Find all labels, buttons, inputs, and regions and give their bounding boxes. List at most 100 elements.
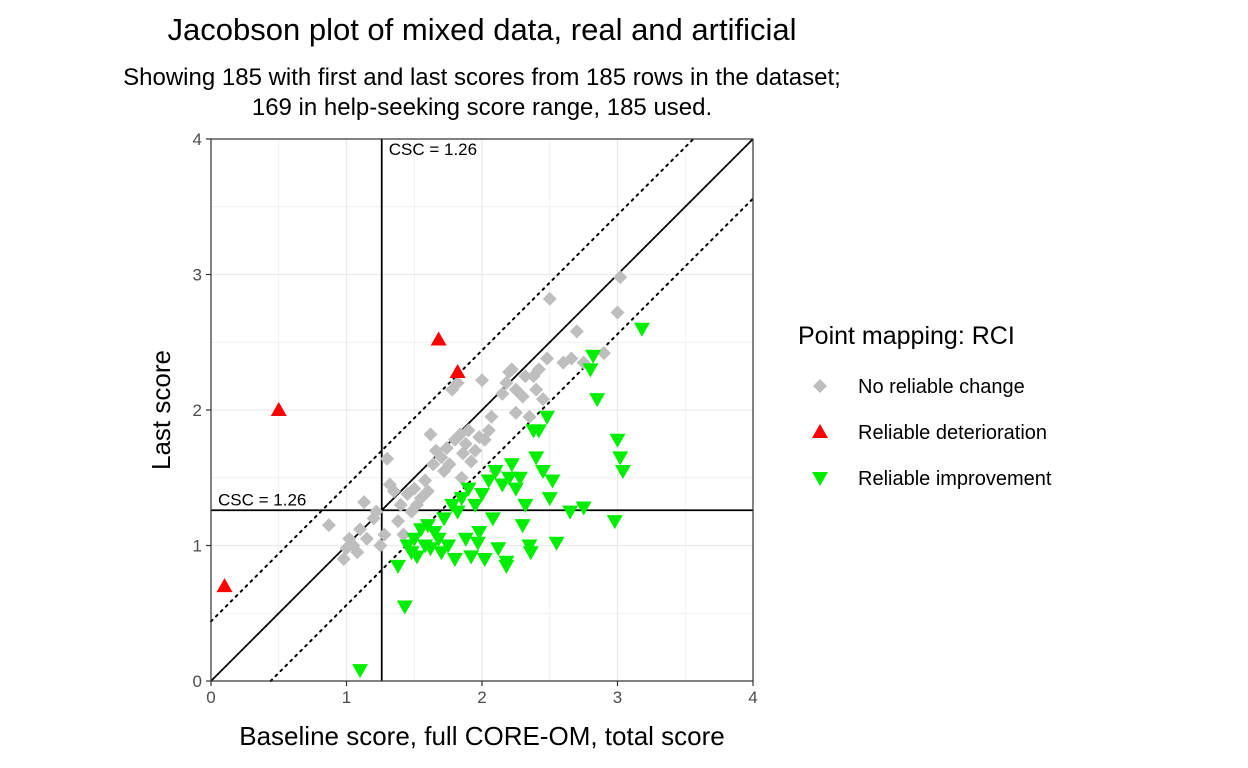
- plot-panel: [210, 138, 754, 682]
- legend-key-no-reliable-change: [813, 379, 827, 393]
- point-reliable-improvement: [422, 542, 439, 557]
- chart-subtitle-line-2: 169 in help-seeking score range, 185 use…: [252, 94, 712, 121]
- point-reliable-improvement: [534, 464, 551, 479]
- point-reliable-improvement: [463, 550, 480, 565]
- point-no-reliable-change: [508, 405, 523, 420]
- point-no-reliable-change: [386, 484, 401, 499]
- point-no-reliable-change: [396, 527, 411, 542]
- y-axis-title: Last score: [146, 350, 176, 470]
- point-reliable-improvement: [484, 512, 501, 527]
- point-reliable-improvement: [548, 536, 565, 551]
- point-reliable-improvement: [501, 471, 518, 486]
- point-no-reliable-change: [434, 450, 449, 465]
- y-tick-label: 3: [193, 266, 202, 285]
- legend-title: Point mapping: RCI: [798, 322, 1015, 350]
- point-no-reliable-change: [542, 291, 557, 306]
- chart-title: Jacobson plot of mixed data, real and ar…: [168, 12, 797, 47]
- csc-label-vertical: CSC = 1.26: [389, 140, 477, 159]
- point-reliable-improvement: [528, 451, 545, 466]
- point-reliable-improvement: [487, 464, 504, 479]
- y-tick-label: 4: [193, 130, 202, 149]
- point-no-reliable-change: [336, 552, 351, 567]
- point-reliable-improvement: [589, 393, 606, 408]
- x-axis-title: Baseline score, full CORE-OM, total scor…: [239, 721, 725, 751]
- point-reliable-improvement: [476, 553, 493, 568]
- point-no-reliable-change: [481, 423, 496, 438]
- point-reliable-improvement: [507, 482, 524, 497]
- point-reliable-improvement: [606, 515, 623, 530]
- point-no-reliable-change: [569, 324, 584, 339]
- point-no-reliable-change: [393, 497, 408, 512]
- legend-label-reliable-improvement: Reliable improvement: [858, 468, 1052, 490]
- point-no-reliable-change: [475, 373, 489, 388]
- point-no-reliable-change: [515, 389, 530, 404]
- point-no-reliable-change: [369, 504, 384, 519]
- point-reliable-improvement: [453, 492, 470, 507]
- point-reliable-improvement: [469, 536, 486, 551]
- point-reliable-improvement: [562, 505, 579, 520]
- point-no-reliable-change: [359, 531, 374, 546]
- x-tick-label: 4: [748, 688, 757, 707]
- point-reliable-deterioration: [430, 331, 447, 346]
- y-tick-label: 2: [193, 401, 202, 420]
- point-reliable-improvement: [633, 322, 650, 337]
- axes: 0 1 2 3 4 0 1 2 3 4: [193, 130, 758, 707]
- point-no-reliable-change: [321, 518, 336, 533]
- point-reliable-improvement: [446, 553, 463, 568]
- point-reliable-improvement: [494, 478, 511, 493]
- point-no-reliable-change: [439, 440, 454, 455]
- csc-label-horizontal: CSC = 1.26: [218, 490, 306, 509]
- point-no-reliable-change: [350, 545, 365, 560]
- point-no-reliable-change: [495, 386, 510, 401]
- x-tick-label: 2: [477, 688, 486, 707]
- point-reliable-improvement: [396, 600, 413, 615]
- point-no-reliable-change: [380, 451, 395, 466]
- point-no-reliable-change: [377, 527, 392, 542]
- point-reliable-improvement: [522, 546, 539, 561]
- point-no-reliable-change: [442, 457, 457, 472]
- point-no-reliable-change: [564, 351, 579, 366]
- rci-upper-band: [210, 138, 695, 623]
- point-no-reliable-change: [426, 457, 441, 472]
- point-reliable-improvement: [449, 505, 466, 520]
- point-reliable-improvement: [436, 512, 453, 527]
- point-no-reliable-change: [522, 409, 537, 424]
- rci-lower-band: [269, 197, 754, 682]
- point-reliable-improvement: [585, 349, 602, 364]
- point-reliable-improvement: [517, 498, 534, 513]
- point-reliable-deterioration: [216, 578, 233, 593]
- point-no-reliable-change: [454, 470, 469, 485]
- point-no-reliable-change: [484, 409, 499, 424]
- y-tick-label: 1: [193, 537, 202, 556]
- point-reliable-improvement: [530, 424, 547, 439]
- point-reliable-deterioration: [449, 364, 466, 379]
- point-no-reliable-change: [596, 346, 611, 361]
- legend: Point mapping: RCI No reliable change Rel…: [798, 322, 1052, 490]
- point-reliable-improvement: [430, 532, 447, 547]
- point-reliable-improvement: [474, 488, 490, 503]
- legend-key-reliable-deterioration: [812, 424, 828, 438]
- no-change-diagonal: [210, 138, 754, 682]
- point-reliable-deterioration: [270, 402, 287, 416]
- point-reliable-improvement: [352, 664, 369, 679]
- point-reliable-improvement: [609, 433, 626, 448]
- point-no-reliable-change: [407, 481, 422, 496]
- point-no-reliable-change: [353, 522, 368, 537]
- point-no-reliable-change: [458, 436, 473, 451]
- data-points: [216, 270, 650, 679]
- point-reliable-improvement: [514, 519, 531, 534]
- legend-label-no-reliable-change: No reliable change: [858, 376, 1025, 398]
- x-tick-label: 0: [206, 688, 215, 707]
- point-no-reliable-change: [540, 351, 555, 366]
- point-reliable-improvement: [471, 525, 488, 540]
- point-reliable-improvement: [480, 474, 497, 489]
- point-reliable-improvement: [389, 559, 406, 574]
- x-tick-label: 3: [613, 688, 622, 707]
- point-no-reliable-change: [464, 454, 479, 469]
- point-reliable-improvement: [575, 501, 592, 516]
- point-reliable-improvement: [511, 471, 528, 486]
- point-reliable-improvement: [408, 550, 425, 565]
- point-reliable-improvement: [582, 363, 599, 378]
- point-no-reliable-change: [535, 392, 550, 407]
